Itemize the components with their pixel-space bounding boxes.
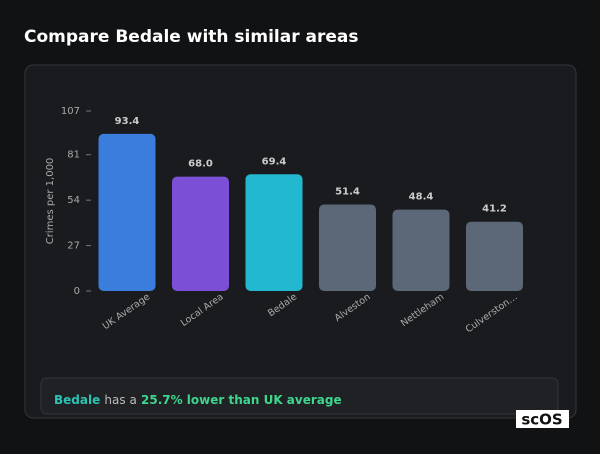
chart-title: Compare Bedale with similar areas	[24, 27, 359, 47]
y-tick-label: 107	[61, 106, 80, 117]
value-label: 69.4	[262, 156, 287, 167]
summary-text: has a	[104, 393, 136, 407]
y-tick-label: 81	[67, 150, 80, 161]
summary-area: Bedale	[54, 393, 100, 407]
value-label: 93.4	[115, 116, 140, 127]
summary-box	[40, 377, 559, 415]
bar	[392, 209, 450, 291]
value-label: 41.2	[482, 204, 507, 215]
y-axis-label: Crimes per 1,000	[45, 158, 56, 245]
value-label: 48.4	[409, 192, 434, 203]
logo: scOS	[521, 411, 562, 429]
bar	[172, 176, 229, 291]
summary: Bedale has a 25.7% lower than UK average	[54, 393, 342, 407]
y-tick-label: 54	[67, 195, 80, 206]
logo-box	[516, 410, 569, 428]
bar	[245, 174, 303, 291]
y-tick-label: 0	[74, 286, 80, 297]
bar	[466, 221, 523, 291]
value-label: 68.0	[188, 159, 213, 170]
y-tick-label: 27	[67, 241, 80, 252]
bar	[98, 133, 156, 291]
bar	[319, 204, 376, 291]
summary-highlight: 25.7% lower than UK average	[141, 393, 342, 407]
value-label: 51.4	[335, 187, 360, 198]
